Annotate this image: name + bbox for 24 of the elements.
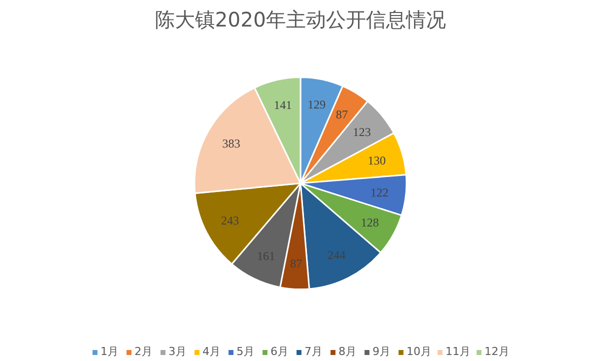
legend-label: 11月 bbox=[446, 344, 470, 359]
legend-label: 4月 bbox=[202, 344, 222, 359]
data-label: 122 bbox=[370, 185, 388, 200]
data-label: 87 bbox=[290, 256, 302, 271]
legend-label: 10月 bbox=[406, 344, 432, 359]
legend-label: 1月 bbox=[100, 344, 120, 359]
legend-label: 5月 bbox=[236, 344, 256, 359]
legend-label: 12月 bbox=[484, 344, 510, 359]
legend-label: 6月 bbox=[270, 344, 290, 359]
data-label: 383 bbox=[222, 136, 240, 151]
legend-label: 2月 bbox=[134, 344, 154, 359]
data-label: 243 bbox=[220, 213, 239, 228]
data-label: 129 bbox=[308, 98, 326, 112]
data-label: 87 bbox=[336, 108, 348, 122]
data-label: 244 bbox=[328, 248, 346, 262]
data-label: 123 bbox=[352, 125, 371, 140]
legend-label: 7月 bbox=[304, 344, 324, 359]
data-label: 141 bbox=[274, 98, 292, 112]
legend-label: 3月 bbox=[168, 344, 188, 359]
data-label: 130 bbox=[368, 153, 386, 168]
legend-label: 9月 bbox=[372, 344, 392, 359]
chart-title: 陈大镇2020年主动公开信息情况 bbox=[155, 8, 446, 32]
data-label: 128 bbox=[360, 216, 379, 230]
legend-label: 8月 bbox=[338, 344, 358, 359]
